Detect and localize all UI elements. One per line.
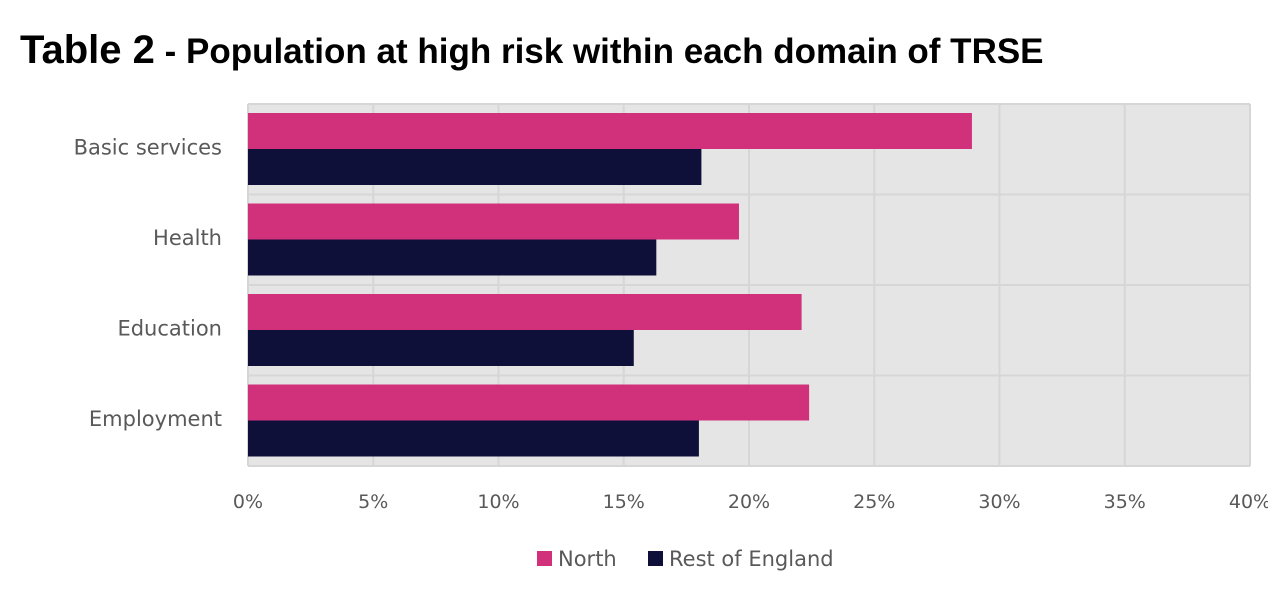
bar-rest-of-england (248, 149, 702, 185)
x-tick-label: 10% (477, 491, 519, 513)
title-rest: - Population at high risk within each do… (154, 32, 1044, 71)
bar-north (248, 294, 802, 330)
chart-title: Table 2 - Population at high risk within… (20, 28, 1044, 73)
legend-swatch (537, 551, 552, 566)
x-tick-label: 40% (1229, 491, 1268, 513)
bar-north (248, 203, 739, 240)
title-prefix: Table 2 (20, 28, 155, 72)
x-tick-label: 30% (978, 491, 1020, 513)
bar-rest-of-england (248, 239, 657, 276)
legend-label: North (558, 547, 617, 571)
bar-north (248, 113, 972, 149)
legend-swatch (648, 551, 663, 566)
x-tick-label: 0% (233, 491, 263, 513)
x-tick-label: 5% (358, 491, 388, 513)
category-label: Health (153, 226, 222, 250)
x-tick-label: 25% (853, 491, 895, 513)
bar-rest-of-england (248, 420, 699, 457)
x-tick-label: 15% (603, 491, 645, 513)
bar-rest-of-england (248, 330, 634, 366)
category-label: Employment (89, 407, 222, 431)
legend-label: Rest of England (669, 547, 834, 571)
category-label: Basic services (74, 135, 222, 159)
x-tick-label: 35% (1104, 491, 1146, 513)
category-label: Education (117, 316, 222, 340)
x-tick-label: 20% (728, 491, 770, 513)
bar-north (248, 384, 810, 421)
